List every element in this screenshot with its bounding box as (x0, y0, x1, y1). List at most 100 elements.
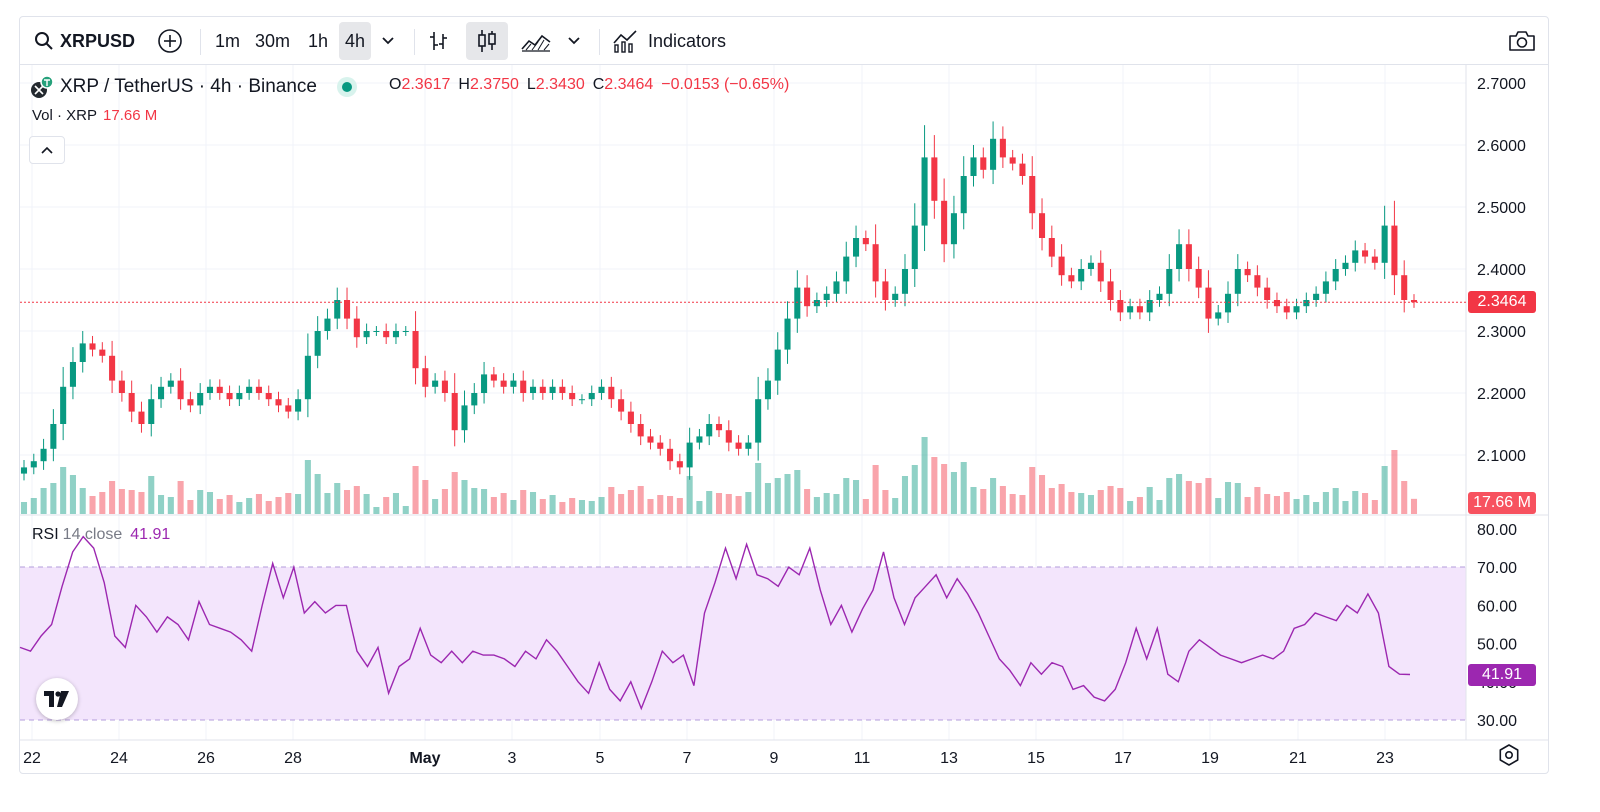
volume-bar (990, 478, 997, 514)
volume-bar (1019, 495, 1026, 514)
candle-body (657, 442, 664, 449)
volume-bar (246, 498, 253, 514)
volume-bar (1264, 494, 1271, 514)
volume-bar (334, 483, 341, 514)
candle-body (1254, 275, 1261, 288)
time-axis-label: 3 (508, 750, 517, 767)
volume-bar (980, 489, 987, 514)
volume-bar (667, 496, 674, 514)
candle-body (177, 380, 184, 400)
compare-add-button[interactable] (154, 22, 186, 60)
time-axis-label: May (409, 750, 440, 767)
volume-bar (383, 497, 390, 514)
volume-bar (813, 497, 820, 514)
volume-bar (79, 488, 86, 514)
candle-body (715, 424, 723, 431)
volume-bar (1176, 474, 1183, 514)
rsi-axis-label: 80.00 (1477, 522, 1517, 539)
candle-body (510, 380, 517, 387)
candle-body (1371, 256, 1378, 263)
volume-bar (1234, 483, 1241, 514)
volume-bar (1087, 495, 1095, 514)
volume-bar (1078, 493, 1085, 514)
candle-style-button[interactable] (466, 22, 508, 60)
volume-bar (206, 492, 214, 514)
volume-bar (853, 480, 860, 514)
collapse-legend-button[interactable] (29, 136, 65, 164)
volume-bar (1107, 486, 1114, 514)
candle-body (304, 355, 311, 400)
candle-body (255, 386, 262, 393)
candle-body (1410, 300, 1418, 303)
volume-bar (520, 490, 527, 514)
candle-body (1205, 287, 1212, 319)
candle-body (970, 157, 977, 176)
tradingview-logo[interactable] (36, 678, 78, 720)
candle-body (745, 442, 752, 449)
volume-bar (128, 490, 135, 514)
area-style-button[interactable] (518, 22, 554, 60)
candle-body (911, 225, 918, 269)
time-axis-label: 17 (1114, 750, 1132, 767)
candle-body (1303, 300, 1310, 307)
volume-bar (1156, 500, 1163, 514)
timeframe-1m[interactable]: 1m (215, 30, 241, 51)
close-value: 2.3464 (604, 76, 654, 93)
time-axis-label: 22 (23, 750, 41, 767)
candle-body (882, 281, 889, 300)
timeframe-1h[interactable]: 1h (308, 30, 329, 51)
volume-bar (461, 480, 468, 514)
candle-body (529, 386, 537, 393)
volume-bar (549, 495, 556, 514)
snapshot-button[interactable] (1504, 22, 1540, 60)
volume-bar (1371, 500, 1378, 514)
volume-bar (510, 500, 517, 514)
bar-style-button[interactable] (424, 22, 454, 60)
candle-body (99, 349, 106, 356)
chart-style-dropdown[interactable] (562, 22, 586, 60)
candle-body (794, 287, 801, 319)
volume-bar (1185, 481, 1192, 514)
volume-bar (1048, 488, 1055, 514)
symbol-search[interactable]: XRPUSD (34, 17, 135, 65)
volume-bar (823, 493, 830, 514)
rsi-badge: 41.91 (1468, 664, 1536, 686)
timeframe-30m[interactable]: 30m (255, 30, 291, 51)
bar-style-icon (430, 32, 447, 50)
price-axis-label: 2.2000 (1477, 386, 1526, 403)
chart-settings-button[interactable] (1498, 744, 1520, 771)
candle-body (1362, 250, 1369, 257)
candle-body (1156, 293, 1163, 300)
candle-body (862, 238, 869, 245)
low-label: L (526, 76, 536, 93)
price-axis-label: 2.6000 (1477, 138, 1526, 155)
candle-body (490, 374, 497, 381)
candle-body (598, 386, 605, 393)
high-label: H (458, 76, 470, 93)
volume-bar (882, 490, 889, 514)
timeframe-dropdown[interactable] (376, 22, 400, 60)
candle-body (941, 200, 948, 245)
candle-body (520, 380, 527, 393)
time-axis-label: 26 (197, 750, 215, 767)
ohlc-values: O2.3617 H2.3750 L2.3430 C2.3464 −0.0153 … (389, 76, 789, 94)
indicators-button[interactable]: Indicators (612, 17, 726, 65)
time-axis-label: 5 (596, 750, 605, 767)
candle-body (1391, 225, 1398, 276)
candle-body (1195, 269, 1202, 288)
volume-bar (921, 437, 928, 514)
volume-bar (138, 492, 145, 514)
volume-bar (774, 478, 781, 514)
timeframe-4h[interactable]: 4h (339, 22, 372, 60)
time-axis-label: 23 (1376, 750, 1394, 767)
rsi-axis-label: 50.00 (1477, 637, 1517, 654)
volume-bar (197, 490, 204, 514)
volume-bar (1117, 488, 1124, 514)
open-value: 2.3617 (401, 76, 451, 93)
volume-bar (843, 478, 850, 514)
candle-body (755, 399, 762, 443)
volume-bar (608, 487, 615, 514)
volume-bar (1029, 467, 1036, 514)
candle-body (412, 331, 419, 369)
